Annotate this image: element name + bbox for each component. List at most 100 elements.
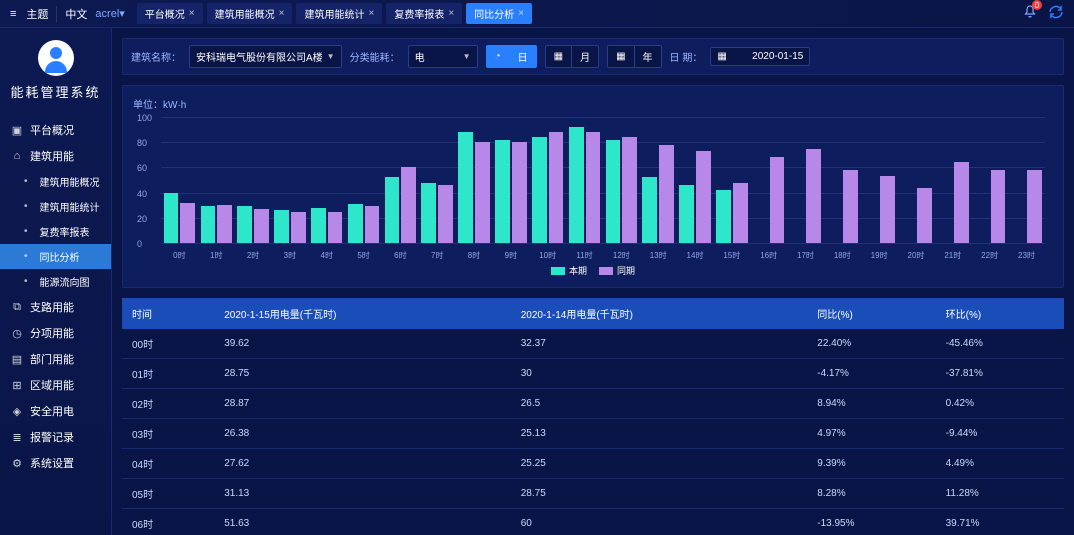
- sidebar-item[interactable]: ⚙系统设置: [0, 450, 111, 476]
- table-cell: 32.37: [511, 329, 808, 359]
- table-header: 2020-1-14用电量(千瓦时): [511, 298, 808, 329]
- day-button[interactable]: 日: [510, 45, 537, 68]
- bar-current: [274, 210, 289, 243]
- sidebar-item[interactable]: ◈安全用电: [0, 398, 111, 424]
- legend-item-a: 本期: [551, 264, 587, 277]
- calendar-icon-2[interactable]: ▦: [607, 45, 634, 68]
- brand-label[interactable]: acrel▾: [95, 7, 124, 20]
- table-cell: 25.25: [511, 449, 808, 479]
- close-icon[interactable]: ×: [279, 8, 285, 19]
- bar-previous: [512, 142, 527, 243]
- bar-current: [606, 140, 621, 243]
- table-cell: 05时: [122, 479, 214, 509]
- theme-label[interactable]: 主题: [26, 6, 57, 22]
- sidebar-item[interactable]: ◷分项用能: [0, 320, 111, 346]
- tab[interactable]: 复费率报表×: [386, 3, 462, 24]
- table-cell: -9.44%: [936, 419, 1064, 449]
- calendar-icon-1[interactable]: ▦: [545, 45, 572, 68]
- refresh-icon[interactable]: [1048, 4, 1064, 23]
- bar-previous: [254, 209, 269, 243]
- bar-previous: [733, 183, 748, 243]
- table-cell: 03时: [122, 419, 214, 449]
- bar-current: [201, 206, 216, 243]
- table-row: 04时27.6225.259.39%4.49%: [122, 449, 1064, 479]
- clock-button[interactable]: ◔: [486, 45, 510, 68]
- bar-previous: [1027, 170, 1042, 243]
- close-icon[interactable]: ×: [518, 8, 524, 19]
- sidebar-subitem[interactable]: 能源流向图: [0, 269, 111, 294]
- nav-icon: ⚙: [10, 457, 24, 470]
- chart-panel: 单位：kW·h 0204060801000时1时2时3时4时5时6时7时8时9时…: [122, 85, 1064, 288]
- avatar-icon: [38, 40, 74, 76]
- close-icon[interactable]: ×: [189, 8, 195, 19]
- data-table: 时间2020-1-15用电量(千瓦时)2020-1-14用电量(千瓦时)同比(%…: [122, 298, 1064, 535]
- table-header: 同比(%): [807, 298, 935, 329]
- table-cell: 28.75: [214, 359, 511, 389]
- bar-current: [569, 127, 584, 243]
- sidebar-subitem[interactable]: 建筑用能概况: [0, 169, 111, 194]
- sidebar-subitem[interactable]: 建筑用能统计: [0, 194, 111, 219]
- logo-section: 能耗管理系统: [0, 28, 111, 109]
- bar-current: [385, 177, 400, 243]
- table-cell: 06时: [122, 509, 214, 535]
- bar-current: [495, 140, 510, 243]
- table-cell: -45.46%: [936, 329, 1064, 359]
- table-cell: 02时: [122, 389, 214, 419]
- table-cell: 8.28%: [807, 479, 935, 509]
- sidebar-subitem[interactable]: 同比分析: [0, 244, 111, 269]
- sidebar-item[interactable]: ⊞区域用能: [0, 372, 111, 398]
- calendar-icon: ▦: [717, 51, 726, 62]
- table-cell: 11.28%: [936, 479, 1064, 509]
- bar-current: [642, 177, 657, 243]
- table-cell: 31.13: [214, 479, 511, 509]
- sidebar-item[interactable]: ⧉支路用能: [0, 294, 111, 320]
- month-button[interactable]: 月: [572, 45, 599, 68]
- bar-previous: [659, 145, 674, 243]
- year-button[interactable]: 年: [635, 45, 662, 68]
- close-icon[interactable]: ×: [448, 8, 454, 19]
- main-content: 建筑名称： 安科瑞电气股份有限公司A楼▼ 分类能耗： 电▼ ◔ 日 ▦ 月 ▦: [112, 28, 1074, 535]
- period-group-3: ▦ 年: [607, 45, 661, 68]
- sidebar-subitem[interactable]: 复费率报表: [0, 219, 111, 244]
- bar-previous: [991, 170, 1006, 243]
- bar-previous: [770, 157, 785, 243]
- table-cell: 01时: [122, 359, 214, 389]
- filter-bar: 建筑名称： 安科瑞电气股份有限公司A楼▼ 分类能耗： 电▼ ◔ 日 ▦ 月 ▦: [122, 38, 1064, 75]
- table-header: 环比(%): [936, 298, 1064, 329]
- table-cell: 51.63: [214, 509, 511, 535]
- sidebar-item[interactable]: ≣报警记录: [0, 424, 111, 450]
- category-select[interactable]: 电▼: [408, 45, 478, 68]
- notification-icon[interactable]: 0: [1022, 4, 1038, 23]
- bar-current: [348, 204, 363, 243]
- table-cell: -13.95%: [807, 509, 935, 535]
- language-selector[interactable]: 中文: [65, 6, 87, 22]
- bar-previous: [954, 162, 969, 243]
- bar-current: [458, 132, 473, 243]
- sidebar-item[interactable]: ▣平台概况: [0, 117, 111, 143]
- nav: ▣平台概况⌂建筑用能建筑用能概况建筑用能统计复费率报表同比分析能源流向图⧉支路用…: [0, 117, 111, 476]
- legend-item-b: 同期: [599, 264, 635, 277]
- chart-unit-label: 单位：kW·h: [133, 96, 1053, 111]
- table-cell: 00时: [122, 329, 214, 359]
- tab[interactable]: 建筑用能统计×: [296, 3, 382, 24]
- bar-previous: [438, 185, 453, 243]
- tab[interactable]: 建筑用能概况×: [207, 3, 293, 24]
- tab[interactable]: 平台概况×: [137, 3, 203, 24]
- close-icon[interactable]: ×: [368, 8, 374, 19]
- menu-icon[interactable]: ≡: [10, 8, 16, 20]
- building-select[interactable]: 安科瑞电气股份有限公司A楼▼: [189, 45, 342, 68]
- nav-icon: ⧉: [10, 301, 24, 314]
- table-cell: 9.39%: [807, 449, 935, 479]
- topbar: ≡ 主题 中文 acrel▾ 平台概况×建筑用能概况×建筑用能统计×复费率报表×…: [0, 0, 1074, 28]
- table-header: 2020-1-15用电量(千瓦时): [214, 298, 511, 329]
- app-title: 能耗管理系统: [0, 82, 111, 101]
- tab[interactable]: 同比分析×: [466, 3, 532, 24]
- nav-icon: ⌂: [10, 150, 24, 162]
- sidebar-item[interactable]: ▤部门用能: [0, 346, 111, 372]
- bar-previous: [696, 151, 711, 243]
- bar-previous: [180, 203, 195, 243]
- sidebar-item[interactable]: ⌂建筑用能: [0, 143, 111, 169]
- date-picker[interactable]: ▦ 2020-01-15: [710, 47, 810, 66]
- building-label: 建筑名称：: [131, 49, 181, 64]
- table-cell: 28.75: [511, 479, 808, 509]
